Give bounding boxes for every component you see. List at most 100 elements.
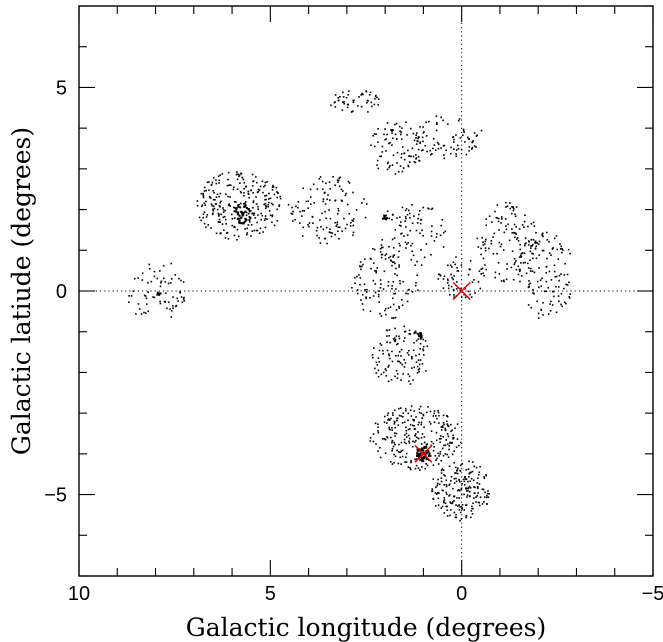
data-point	[407, 380, 410, 383]
data-point	[360, 93, 362, 96]
data-point	[235, 210, 238, 213]
data-point	[471, 281, 474, 283]
data-point	[386, 122, 389, 124]
data-point	[243, 182, 246, 184]
data-point	[384, 128, 386, 130]
data-point	[233, 206, 235, 209]
data-point	[410, 155, 412, 158]
data-point	[133, 277, 136, 280]
data-point	[478, 483, 481, 485]
data-point	[399, 451, 402, 454]
data-point	[398, 264, 400, 266]
data-point	[400, 298, 403, 301]
data-point	[319, 219, 321, 221]
data-point	[404, 434, 406, 436]
data-point	[473, 492, 476, 495]
data-point	[382, 371, 385, 374]
data-point	[212, 190, 215, 192]
data-point	[202, 216, 205, 219]
data-point	[419, 141, 422, 143]
data-point	[407, 412, 410, 415]
data-point	[303, 209, 306, 212]
data-point	[400, 355, 402, 357]
data-point	[414, 434, 416, 437]
data-point	[442, 145, 445, 147]
data-point	[321, 212, 323, 215]
data-point	[261, 214, 264, 217]
data-point	[444, 230, 447, 233]
data-point	[333, 101, 336, 104]
data-point	[391, 317, 393, 319]
data-point	[524, 237, 527, 239]
data-point	[559, 248, 562, 250]
data-point	[397, 354, 400, 357]
data-point	[374, 367, 376, 370]
data-point	[225, 193, 227, 196]
data-point	[548, 240, 550, 243]
data-point	[200, 205, 203, 208]
data-point	[402, 373, 404, 375]
data-point	[146, 303, 148, 305]
data-point	[417, 289, 419, 292]
data-point	[385, 313, 387, 316]
data-point	[445, 485, 448, 488]
data-point	[273, 193, 276, 196]
data-point	[418, 453, 421, 456]
data-point	[268, 198, 270, 200]
data-point	[268, 210, 271, 212]
data-point	[459, 464, 462, 467]
data-point	[393, 237, 396, 239]
data-point	[561, 251, 563, 254]
data-point	[536, 280, 539, 283]
data-point	[429, 423, 432, 425]
data-point	[388, 329, 391, 331]
data-point	[327, 194, 329, 196]
data-point	[436, 122, 438, 124]
data-point	[452, 437, 454, 439]
data-point	[234, 226, 236, 229]
data-point	[381, 151, 384, 153]
data-point	[492, 236, 494, 238]
data-point	[147, 310, 149, 313]
data-point	[417, 423, 419, 426]
data-point	[302, 226, 304, 229]
data-point	[370, 101, 373, 104]
data-point	[424, 145, 427, 147]
data-point	[450, 273, 452, 276]
data-point	[534, 242, 537, 244]
data-point	[392, 414, 394, 416]
data-point	[218, 215, 220, 217]
data-point	[391, 238, 394, 241]
data-point	[424, 467, 427, 470]
data-point	[515, 226, 518, 228]
data-point	[496, 252, 498, 255]
data-point	[388, 364, 390, 367]
data-point	[400, 348, 403, 351]
data-point	[415, 132, 418, 134]
data-point	[497, 220, 500, 223]
data-point	[440, 224, 443, 227]
data-point	[462, 134, 464, 137]
data-point	[408, 375, 411, 378]
data-point	[477, 477, 479, 480]
data-point	[389, 259, 392, 261]
data-point	[475, 501, 477, 503]
data-point	[455, 513, 457, 516]
data-point	[458, 504, 460, 506]
data-point	[393, 261, 395, 263]
data-point	[475, 135, 478, 137]
data-point	[560, 292, 563, 295]
data-point	[417, 137, 419, 140]
data-point	[469, 260, 472, 262]
data-point	[479, 465, 481, 468]
data-point	[545, 265, 548, 268]
data-point	[558, 279, 560, 282]
data-point	[501, 218, 503, 220]
data-point	[433, 410, 436, 412]
data-point	[221, 173, 224, 175]
data-point	[425, 457, 428, 460]
data-point	[438, 414, 440, 417]
data-point	[422, 206, 425, 209]
data-point	[375, 270, 378, 272]
